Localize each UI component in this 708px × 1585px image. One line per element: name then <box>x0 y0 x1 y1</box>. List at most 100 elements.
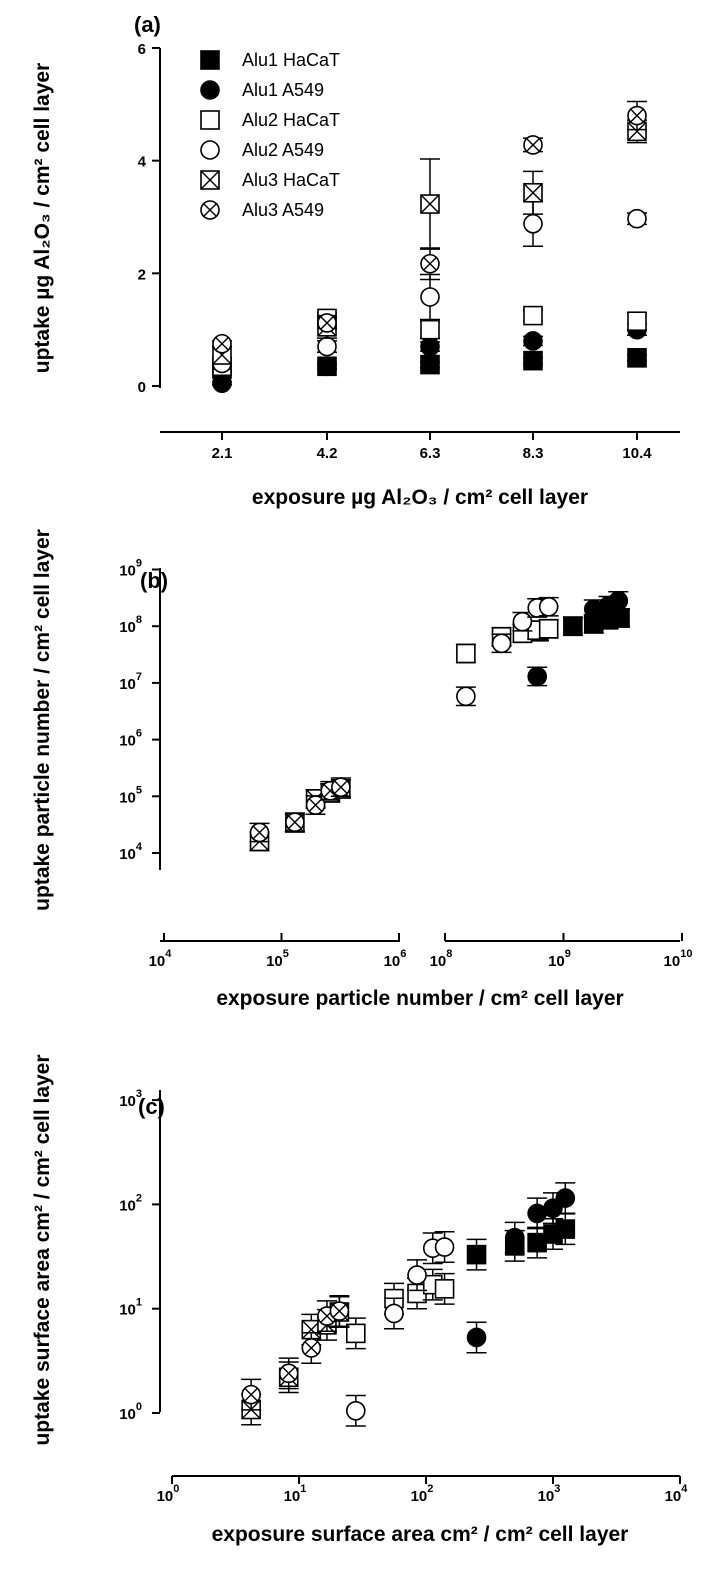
panel-c-x-tick-label-4: 104 <box>665 1483 689 1505</box>
panel-a-y-tick-label-3: 6 <box>138 41 146 58</box>
panel-a-y-tick-label-0: 0 <box>138 379 146 396</box>
panel-b-y-tick-label-3-exp: 7 <box>136 671 142 683</box>
panel-b-point-s5-4-cross-b <box>334 780 348 794</box>
panel-c-x-tick-label-3: 103 <box>538 1483 561 1505</box>
legend-marker-5-cross-b <box>203 203 217 217</box>
panel-c-point-s0-0-shape <box>466 1244 487 1265</box>
panel-a-point-s2-2-shape <box>420 319 440 340</box>
panel-b-point-s2-0 <box>456 643 476 664</box>
panel-b-point-s1-0-shape <box>527 666 548 687</box>
panel-a-point-s5-0 <box>212 333 232 354</box>
panel-a-point-s2-4 <box>627 311 647 332</box>
legend-marker-3-shape <box>200 140 220 160</box>
panel-b-point-s1-0 <box>527 666 548 687</box>
panel-c-y-tick-label-2-exp: 2 <box>136 1192 142 1204</box>
panel-c-point-s5-2-cross-b <box>304 1341 319 1355</box>
panel-a-point-s1-2-shape <box>420 336 440 357</box>
panel-c-point-s2-4 <box>434 1279 455 1299</box>
legend-marker-2 <box>200 110 220 130</box>
panel-b-point-s1-3 <box>608 591 629 611</box>
panel-b-x-tick-label-1: 105 <box>266 948 289 970</box>
legend-marker-0 <box>200 50 220 70</box>
panel-c-point-s3-2 <box>407 1265 427 1285</box>
panel-a-point-s3-2 <box>420 287 440 307</box>
panel-a-point-s0-4 <box>627 348 647 368</box>
legend-label-5: Alu3 A549 <box>242 200 324 220</box>
panel-a-point-s5-4-cross-b <box>630 108 644 123</box>
panel-b-point-s5-0-cross-b <box>252 825 267 840</box>
panel-a-point-s5-3 <box>523 135 543 155</box>
panel-a-point-s3-4-shape <box>627 208 647 229</box>
legend-label-2: Alu2 HaCaT <box>242 110 340 130</box>
panel-b-y-tick-label-0-exp: 4 <box>136 841 143 853</box>
panel-c-point-s5-1-cross-b <box>281 1366 296 1381</box>
panel-a-point-s5-1-cross-b <box>320 316 334 330</box>
panel-c-point-s3-2-shape <box>407 1265 427 1285</box>
panel-b-y-tick-label-4: 108 <box>119 614 142 636</box>
panel-b-y-tick-label-5-base: 10 <box>119 563 136 580</box>
panel-a-y-tick-label-2: 4 <box>138 154 147 171</box>
panel-c-y-tick-label-0-base: 10 <box>119 1406 136 1423</box>
panel-b-y-tick-label-3: 107 <box>119 671 142 693</box>
panel-c-x-tick-label-3-base: 10 <box>538 1488 555 1505</box>
panel-a-y-label: uptake µg Al₂O₃ / cm² cell layer <box>31 63 54 373</box>
panel-a-point-s4-4-cross-b <box>627 121 647 141</box>
panel-a-title: (a) <box>134 12 161 37</box>
panel-c-point-s3-4 <box>434 1237 455 1257</box>
panel-c-point-s0-4-shape <box>555 1219 576 1239</box>
panel-b-x-tick-label-1-base: 10 <box>266 953 283 970</box>
panel-a-point-s4-2-cross-b <box>420 194 440 214</box>
panel-c-point-s1-4-shape <box>555 1188 576 1208</box>
panel-a-point-s0-3 <box>523 350 543 371</box>
panel-c-y-tick-label-1-exp: 1 <box>136 1297 142 1309</box>
panel-a-point-s0-2 <box>420 354 440 375</box>
panel-a-point-s3-2-shape <box>420 287 440 307</box>
panel-c-y-label: uptake surface area cm² / cm² cell layer <box>31 1054 54 1445</box>
panel-c-y-tick-label-2: 102 <box>119 1192 142 1214</box>
panel-c-point-s1-1 <box>504 1227 525 1248</box>
panel-c-point-s0-0 <box>466 1244 487 1265</box>
panel-b-x-ticks: 104 105 106 108 109 1010 <box>149 933 692 970</box>
panel-c-point-s3-0 <box>345 1400 366 1421</box>
panel-b-point-s5-1 <box>285 812 305 832</box>
panel-c-x-tick-label-0-base: 10 <box>157 1488 174 1505</box>
panel-a-point-s0-3-shape <box>523 350 543 371</box>
panel-a-y-tick-label-1: 2 <box>138 266 146 283</box>
panel-b-x-tick-label-3: 108 <box>430 948 453 970</box>
panel-c-point-s5-1 <box>278 1363 299 1384</box>
panel-a-point-s5-0-cross-b <box>215 336 229 351</box>
legend-marker-3 <box>200 140 220 160</box>
panel-b-point-s3-0-shape <box>456 686 476 707</box>
panel-c-x-tick-label-2-exp: 2 <box>427 1483 433 1495</box>
panel-a-legend: Alu1 HaCaT Alu1 A549 Alu2 HaCaT Alu2 A549 Al… <box>200 50 340 220</box>
panel-b-x-tick-label-3-base: 10 <box>430 953 447 970</box>
panel-b-y-tick-label-2-base: 10 <box>119 733 136 750</box>
panel-c-point-s5-0 <box>241 1384 261 1405</box>
panel-a-x-tick-label-3: 8.3 <box>523 445 544 462</box>
panel-a-x-label: exposure µg Al₂O₃ / cm² cell layer <box>252 486 588 509</box>
panel-a-x-tick-label-1: 4.2 <box>317 445 338 462</box>
panel-a-point-s0-4-shape <box>627 348 647 368</box>
panel-c-x-tick-label-1: 101 <box>284 1483 307 1505</box>
panel-a-point-s2-3 <box>523 305 543 326</box>
panel-c-y-tick-label-3: 103 <box>119 1088 142 1110</box>
panel-b-point-s3-2-shape <box>512 611 533 632</box>
panel-a-point-s3-4 <box>627 208 647 229</box>
panel-a-x-tick-label-0: 2.1 <box>212 445 233 462</box>
panel-b-point-s3-2 <box>512 611 533 632</box>
panel-b-y-tick-label-5-exp: 9 <box>136 558 142 570</box>
panel-b-point-s3-1 <box>491 633 512 654</box>
panel-b-x-tick-label-5-exp: 10 <box>680 948 692 960</box>
panel-b-point-s3-1-shape <box>491 633 512 654</box>
panel-b-x-tick-label-0-base: 10 <box>149 953 166 970</box>
panel-b-x-tick-label-3-exp: 8 <box>446 948 452 960</box>
panel-b-point-s3-0 <box>456 686 476 707</box>
panel-c-point-s5-0-cross-b <box>244 1387 258 1402</box>
panel-b-y-tick-label-1: 105 <box>119 784 142 806</box>
legend-label-3: Alu2 A549 <box>242 140 324 160</box>
